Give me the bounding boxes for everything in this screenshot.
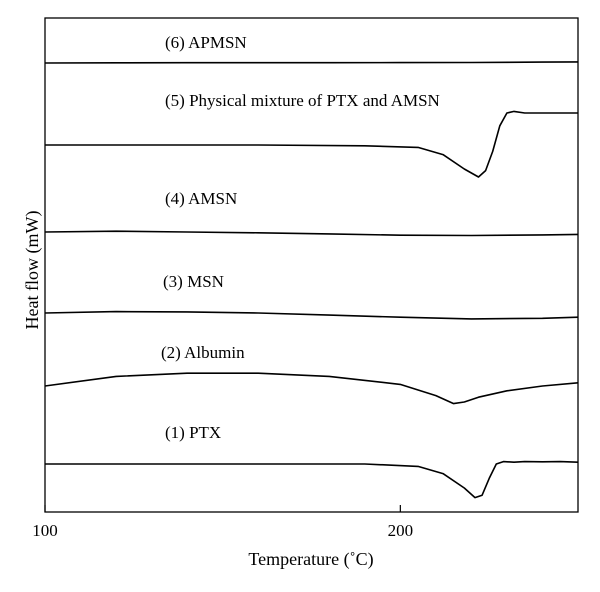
x-tick-label: 100 bbox=[32, 521, 58, 540]
series-label: (6) APMSN bbox=[165, 33, 247, 52]
series-label: (4) AMSN bbox=[165, 189, 237, 208]
series-label: (5) Physical mixture of PTX and AMSN bbox=[165, 91, 440, 110]
series-line bbox=[44, 230, 579, 237]
series-label: (3) MSN bbox=[163, 272, 224, 291]
series-line bbox=[44, 372, 579, 405]
series-line bbox=[44, 310, 579, 320]
x-tick-label: 200 bbox=[388, 521, 414, 540]
series-line bbox=[45, 460, 579, 499]
series-label: (2) Albumin bbox=[161, 343, 245, 362]
y-axis-title: Heat flow (mW) bbox=[22, 211, 43, 330]
series-line bbox=[44, 61, 579, 64]
series-label: (1) PTX bbox=[165, 423, 221, 442]
x-axis-title: Temperature (˚C) bbox=[248, 549, 373, 570]
plot-frame bbox=[44, 17, 579, 513]
series-line bbox=[45, 110, 578, 178]
